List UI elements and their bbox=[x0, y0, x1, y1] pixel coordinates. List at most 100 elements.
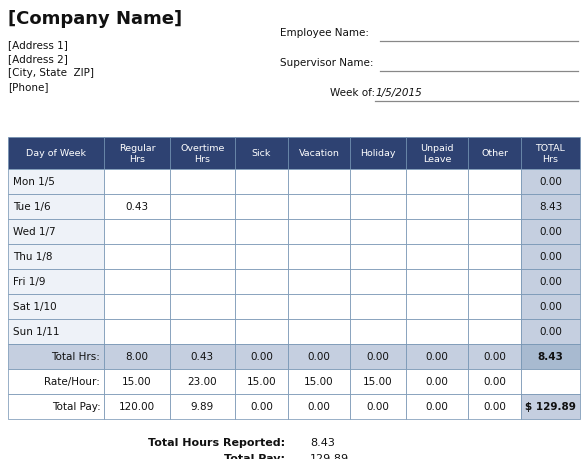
Bar bbox=[288, 170, 350, 195]
Bar bbox=[350, 219, 406, 245]
Bar bbox=[170, 344, 235, 369]
Text: 0.00: 0.00 bbox=[483, 377, 506, 386]
Text: Rate/Hour:: Rate/Hour: bbox=[45, 377, 101, 386]
Bar bbox=[288, 319, 350, 344]
Bar bbox=[104, 170, 170, 195]
Text: Supervisor Name:: Supervisor Name: bbox=[280, 58, 373, 68]
Bar bbox=[235, 394, 288, 419]
Text: 0.00: 0.00 bbox=[366, 352, 389, 362]
Bar bbox=[521, 394, 580, 419]
Bar bbox=[468, 269, 521, 294]
Text: Holiday: Holiday bbox=[360, 149, 396, 158]
Bar bbox=[170, 269, 235, 294]
Bar bbox=[406, 245, 468, 269]
Text: Employee Name:: Employee Name: bbox=[280, 28, 369, 38]
Bar bbox=[8, 369, 104, 394]
Bar bbox=[8, 195, 104, 219]
Bar bbox=[288, 195, 350, 219]
Text: Total Pay:: Total Pay: bbox=[52, 402, 101, 412]
Bar bbox=[468, 170, 521, 195]
Text: Day of Week: Day of Week bbox=[26, 149, 86, 158]
Bar bbox=[521, 369, 580, 394]
Bar bbox=[468, 219, 521, 245]
Text: 129.89: 129.89 bbox=[310, 453, 349, 459]
Text: 0.43: 0.43 bbox=[125, 202, 149, 212]
Bar bbox=[104, 344, 170, 369]
Text: Total Hrs:: Total Hrs: bbox=[52, 352, 101, 362]
Text: 0.00: 0.00 bbox=[483, 402, 506, 412]
Bar bbox=[235, 219, 288, 245]
Bar bbox=[521, 170, 580, 195]
Text: 0.00: 0.00 bbox=[366, 402, 389, 412]
Bar bbox=[104, 245, 170, 269]
Bar bbox=[235, 319, 288, 344]
Bar bbox=[521, 138, 580, 170]
Bar bbox=[521, 219, 580, 245]
Text: 0.00: 0.00 bbox=[539, 227, 562, 237]
Text: 23.00: 23.00 bbox=[188, 377, 217, 386]
Bar bbox=[8, 394, 104, 419]
Bar bbox=[406, 138, 468, 170]
Text: Sat 1/10: Sat 1/10 bbox=[13, 302, 56, 312]
Bar bbox=[8, 245, 104, 269]
Bar bbox=[235, 138, 288, 170]
Bar bbox=[235, 344, 288, 369]
Text: 8.43: 8.43 bbox=[537, 352, 563, 362]
Text: [Address 1]: [Address 1] bbox=[8, 40, 68, 50]
Bar bbox=[521, 269, 580, 294]
Bar bbox=[8, 294, 104, 319]
Bar bbox=[104, 219, 170, 245]
Bar bbox=[235, 294, 288, 319]
Bar bbox=[8, 269, 104, 294]
Text: [Phone]: [Phone] bbox=[8, 82, 48, 92]
Bar bbox=[288, 138, 350, 170]
Text: Wed 1/7: Wed 1/7 bbox=[13, 227, 56, 237]
Text: 0.00: 0.00 bbox=[250, 402, 273, 412]
Text: 0.00: 0.00 bbox=[539, 327, 562, 337]
Text: Unpaid
Leave: Unpaid Leave bbox=[420, 144, 454, 163]
Bar bbox=[170, 138, 235, 170]
Bar bbox=[170, 245, 235, 269]
Text: 0.00: 0.00 bbox=[308, 352, 330, 362]
Bar bbox=[468, 195, 521, 219]
Bar bbox=[104, 195, 170, 219]
Bar bbox=[521, 319, 580, 344]
Bar bbox=[468, 394, 521, 419]
Text: 0.00: 0.00 bbox=[308, 402, 330, 412]
Bar bbox=[235, 269, 288, 294]
Text: 9.89: 9.89 bbox=[191, 402, 214, 412]
Text: 8.00: 8.00 bbox=[125, 352, 149, 362]
Bar bbox=[104, 269, 170, 294]
Text: Fri 1/9: Fri 1/9 bbox=[13, 277, 45, 287]
Bar bbox=[288, 369, 350, 394]
Bar bbox=[288, 245, 350, 269]
Bar bbox=[350, 369, 406, 394]
Bar bbox=[8, 319, 104, 344]
Text: 1/5/2015: 1/5/2015 bbox=[375, 88, 422, 98]
Bar bbox=[521, 344, 580, 369]
Bar bbox=[350, 269, 406, 294]
Text: 0.00: 0.00 bbox=[426, 402, 449, 412]
Bar bbox=[350, 245, 406, 269]
Bar bbox=[104, 138, 170, 170]
Bar bbox=[170, 394, 235, 419]
Bar bbox=[350, 344, 406, 369]
Bar bbox=[406, 269, 468, 294]
Text: Sick: Sick bbox=[252, 149, 271, 158]
Bar bbox=[8, 138, 104, 170]
Text: TOTAL
Hrs: TOTAL Hrs bbox=[536, 144, 566, 163]
Text: Tue 1/6: Tue 1/6 bbox=[13, 202, 51, 212]
Bar bbox=[170, 219, 235, 245]
Text: 0.00: 0.00 bbox=[250, 352, 273, 362]
Text: Vacation: Vacation bbox=[299, 149, 339, 158]
Text: Total Pay:: Total Pay: bbox=[224, 453, 285, 459]
Text: Regular
Hrs: Regular Hrs bbox=[119, 144, 155, 163]
Bar bbox=[288, 294, 350, 319]
Bar bbox=[288, 344, 350, 369]
Bar bbox=[468, 344, 521, 369]
Text: 8.43: 8.43 bbox=[310, 437, 335, 447]
Bar bbox=[468, 245, 521, 269]
Text: 8.43: 8.43 bbox=[539, 202, 562, 212]
Text: 0.43: 0.43 bbox=[191, 352, 214, 362]
Bar bbox=[406, 344, 468, 369]
